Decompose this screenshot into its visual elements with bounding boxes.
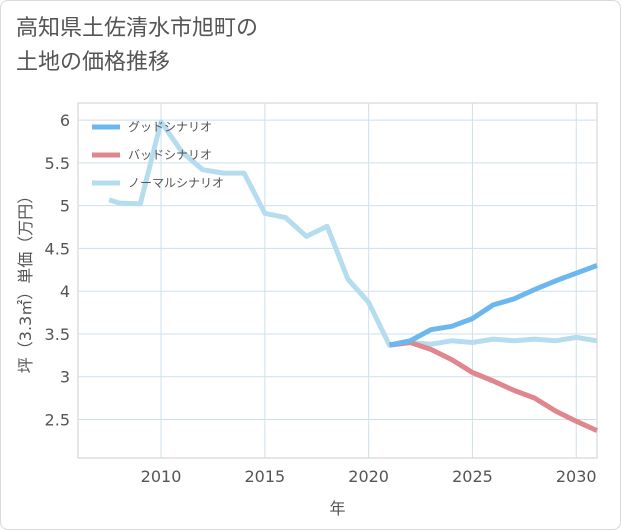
x-tick-label-2020: 2020 [348,467,389,486]
legend-label-good-scenario: グッドシナリオ [128,120,212,134]
bad-scenario-line [389,340,599,433]
axes: 2010 2015 2020 2025 2030 2.5 3 3.5 4 4.5 5 5.5 6 年 坪（3… [16,111,597,518]
y-tick-label-3: 3 [60,368,70,387]
x-tick-label-2015: 2015 [244,467,285,486]
x-tick-label-2025: 2025 [452,467,493,486]
grid-lines [78,103,597,458]
y-tick-label-4: 4 [60,282,70,301]
series-lines [108,119,599,433]
y-tick-label-2.5: 2.5 [45,411,70,430]
legend-label-bad-scenario: バッドシナリオ [128,148,212,162]
legend-label-normal-scenario: ノーマルシナリオ [128,176,224,190]
y-tick-label-4.5: 4.5 [45,239,70,258]
normal-scenario-line [108,119,598,348]
y-tick-label-5.5: 5.5 [45,154,70,173]
x-tick-label-2030: 2030 [556,467,597,486]
y-tick-label-6: 6 [60,111,70,130]
y-tick-label-5: 5 [60,197,70,216]
legend-item-good-scenario[interactable]: グッドシナリオ [92,120,212,134]
plot-border [77,102,598,459]
legend-item-bad-scenario[interactable]: バッドシナリオ [92,148,212,162]
good-scenario-line [388,263,598,348]
y-tick-label-3.5: 3.5 [45,325,70,344]
legend-item-normal-scenario[interactable]: ノーマルシナリオ [92,176,224,190]
x-tick-label-2010: 2010 [141,467,182,486]
y-axis-label: 坪（3.3㎡）単価（万円） [16,188,35,373]
chart-title-line2: 土地の価格推移 [16,50,171,75]
chart-title: 高知県土佐清水市旭町の 土地の価格推移 [16,12,436,80]
plot-area [77,102,598,459]
chart-title-line1: 高知県土佐清水市旭町の [16,16,259,41]
x-axis-label: 年 [329,499,345,518]
